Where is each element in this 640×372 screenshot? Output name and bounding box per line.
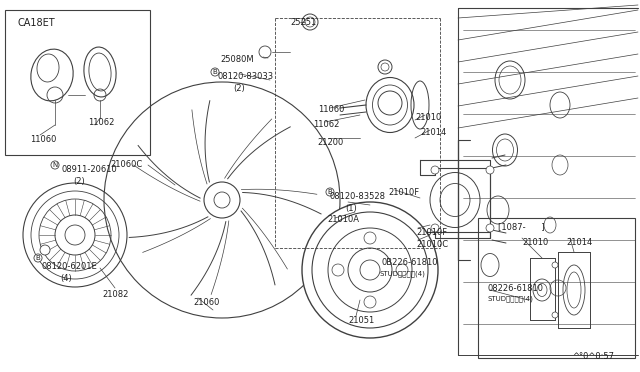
Circle shape [302, 14, 318, 30]
Circle shape [40, 245, 50, 255]
Circle shape [552, 312, 558, 318]
Text: 21014: 21014 [420, 128, 446, 137]
Text: STUDスタッド(4): STUDスタッド(4) [488, 295, 534, 302]
Text: 25080M: 25080M [220, 55, 253, 64]
Text: 21010C: 21010C [416, 240, 448, 249]
Text: B: B [36, 255, 40, 261]
Text: 21010F: 21010F [388, 188, 419, 197]
Text: 11060: 11060 [30, 135, 56, 144]
Text: 11060: 11060 [318, 105, 344, 114]
Text: 21010: 21010 [522, 238, 548, 247]
Text: (4): (4) [60, 274, 72, 283]
Bar [478, 218, 635, 358]
Text: 0B226-61810: 0B226-61810 [382, 258, 438, 267]
Text: 25251: 25251 [290, 18, 316, 27]
Bar [5, 10, 150, 155]
Text: 08120-6201E: 08120-6201E [42, 262, 98, 271]
Text: 21200: 21200 [317, 138, 343, 147]
Text: 08120-83033: 08120-83033 [218, 72, 274, 81]
Text: B: B [212, 69, 218, 75]
Circle shape [364, 232, 376, 244]
Circle shape [332, 264, 344, 276]
Text: 08120-83528: 08120-83528 [330, 192, 386, 201]
Text: 11062: 11062 [313, 120, 339, 129]
Circle shape [302, 202, 438, 338]
Text: 21082: 21082 [102, 290, 129, 299]
Circle shape [396, 264, 408, 276]
Text: 21051: 21051 [348, 316, 374, 325]
Text: B: B [328, 189, 332, 195]
Circle shape [486, 224, 494, 232]
Text: (2): (2) [233, 84, 244, 93]
Text: 08911-20610: 08911-20610 [62, 165, 118, 174]
Circle shape [431, 224, 439, 232]
Circle shape [486, 166, 494, 174]
Text: (2): (2) [73, 177, 84, 186]
Text: 21060C: 21060C [110, 160, 142, 169]
Text: 11062: 11062 [88, 118, 115, 127]
Circle shape [364, 296, 376, 308]
Circle shape [431, 166, 439, 174]
Text: (1): (1) [345, 204, 356, 213]
Text: 21060: 21060 [193, 298, 220, 307]
Text: 21014: 21014 [566, 238, 592, 247]
Text: 21010F: 21010F [416, 228, 447, 237]
Text: 08226-61810: 08226-61810 [488, 284, 544, 293]
Circle shape [259, 46, 271, 58]
Text: 21010: 21010 [415, 113, 441, 122]
Text: STUDスタッド(4): STUDスタッド(4) [380, 270, 426, 277]
Text: ^°0^0:57: ^°0^0:57 [572, 352, 614, 361]
Text: 21010A: 21010A [327, 215, 359, 224]
Circle shape [378, 60, 392, 74]
Circle shape [552, 262, 558, 268]
Text: N: N [52, 162, 58, 168]
Text: [1087-      ]: [1087- ] [498, 222, 545, 231]
Text: CA18ET: CA18ET [18, 18, 56, 28]
